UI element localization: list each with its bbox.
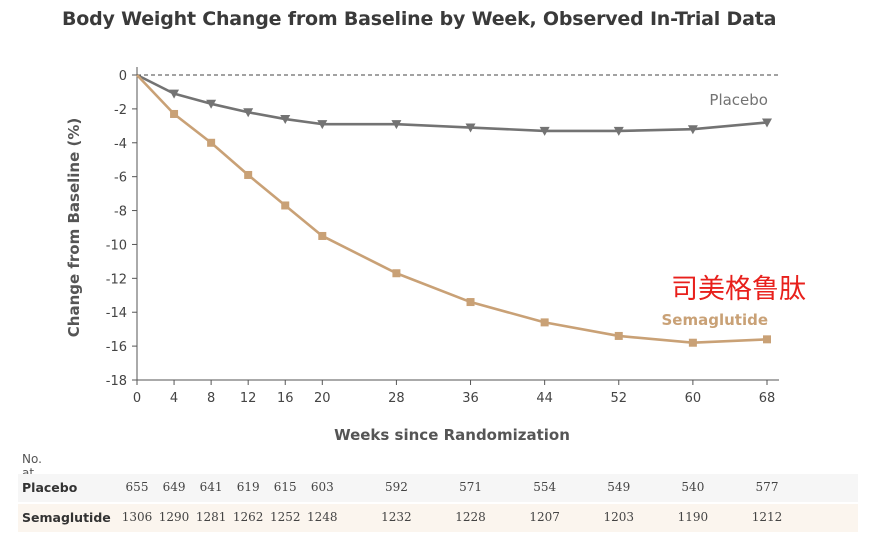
risk-cell: 619: [236, 480, 260, 494]
x-axis-label: Weeks since Randomization: [334, 426, 570, 444]
semaglutide-data-point: [281, 201, 290, 210]
y-tick-label: -8: [114, 205, 127, 220]
semaglutide-data-point: [244, 170, 253, 179]
risk-cell: 571: [459, 480, 482, 494]
y-tick-label: -2: [114, 103, 127, 118]
risk-cell: 592: [384, 480, 408, 494]
risk-cell: 1281: [195, 510, 227, 524]
placebo-data-point: [243, 108, 254, 118]
chinese-annotation: 司美格鲁肽: [671, 274, 806, 305]
y-tick-label: 0: [119, 69, 127, 84]
x-tick-label: 68: [759, 391, 776, 406]
y-tick-label: -12: [106, 272, 127, 287]
risk-cell: 1207: [529, 510, 560, 524]
placebo-data-point: [391, 120, 402, 130]
x-tick-label: 20: [314, 391, 331, 406]
risk-row-label: Semaglutide: [22, 510, 111, 525]
placebo-data-point: [613, 126, 624, 136]
y-tick-label: -14: [106, 306, 127, 321]
risk-cell: 1306: [121, 510, 153, 524]
x-tick-label: 16: [277, 391, 294, 406]
x-tick-label: 28: [388, 391, 405, 406]
y-tick-label: -4: [114, 137, 127, 152]
placebo-data-point: [539, 126, 550, 136]
placebo-data-point: [465, 123, 476, 133]
x-tick-label: 52: [610, 391, 627, 406]
risk-cell: 1290: [158, 510, 190, 524]
semaglutide-data-point: [170, 109, 179, 118]
semaglutide-data-point: [688, 338, 697, 347]
risk-cell: 549: [607, 480, 631, 494]
y-tick-label: -16: [106, 340, 127, 355]
x-tick-label: 60: [685, 391, 702, 406]
placebo-data-point: [762, 118, 772, 128]
x-tick-label: 12: [240, 391, 257, 406]
risk-cell: 1252: [269, 510, 301, 524]
risk-cell: 603: [310, 480, 334, 494]
x-tick-label: 36: [462, 391, 479, 406]
line-chart: 0 -2 -4 -6 -8 -10 -12 -14 -16 -18 0 4 8 12 16 20 28 36 44 5…: [65, 67, 806, 444]
risk-cell: 1190: [677, 510, 709, 524]
y-axis-label: Change from Baseline (%): [65, 118, 83, 337]
semaglutide-series-label: Semaglutide: [661, 311, 768, 329]
x-tick-label: 0: [133, 391, 141, 406]
y-tick-label: -10: [106, 238, 127, 253]
semaglutide-data-point: [466, 298, 475, 307]
y-tick-label: -18: [106, 374, 127, 389]
risk-row-label: Placebo: [22, 480, 78, 495]
risk-cell: 649: [162, 480, 186, 494]
semaglutide-data-point: [540, 318, 549, 327]
x-tick-label: 4: [170, 391, 178, 406]
x-tick-label: 44: [536, 391, 553, 406]
chart-title: Body Weight Change from Baseline by Week…: [62, 8, 777, 30]
risk-cell: 1228: [455, 510, 486, 524]
x-tick-label: 8: [207, 391, 215, 406]
risk-cell: 655: [125, 480, 149, 494]
risk-cell: 554: [533, 480, 557, 494]
risk-row-background: [18, 504, 858, 532]
placebo-series-line: [136, 73, 768, 133]
risk-cell: 1262: [232, 510, 264, 524]
placebo-data-point: [169, 89, 180, 99]
semaglutide-series-line: [136, 74, 768, 345]
placebo-data-point: [687, 125, 698, 135]
risk-cell: 641: [199, 480, 223, 494]
semaglutide-data-point: [763, 335, 771, 344]
risk-cell: 1212: [751, 510, 783, 524]
semaglutide-data-point: [392, 269, 401, 278]
risk-cell: 540: [681, 480, 705, 494]
risk-cell: 1232: [381, 510, 412, 524]
placebo-data-point: [280, 115, 291, 125]
semaglutide-data-point: [318, 231, 327, 240]
y-tick-label: -6: [114, 171, 127, 186]
placebo-series-label: Placebo: [709, 91, 768, 109]
placebo-data-point: [206, 99, 217, 109]
risk-cell: 1248: [307, 510, 338, 524]
risk-row-background: [18, 474, 858, 502]
risk-cell: 577: [755, 480, 779, 494]
placebo-data-point: [317, 120, 328, 130]
risk-cell: 1203: [603, 510, 635, 524]
risk-cell: 615: [273, 480, 297, 494]
semaglutide-data-point: [207, 138, 216, 147]
semaglutide-data-point: [614, 331, 623, 340]
